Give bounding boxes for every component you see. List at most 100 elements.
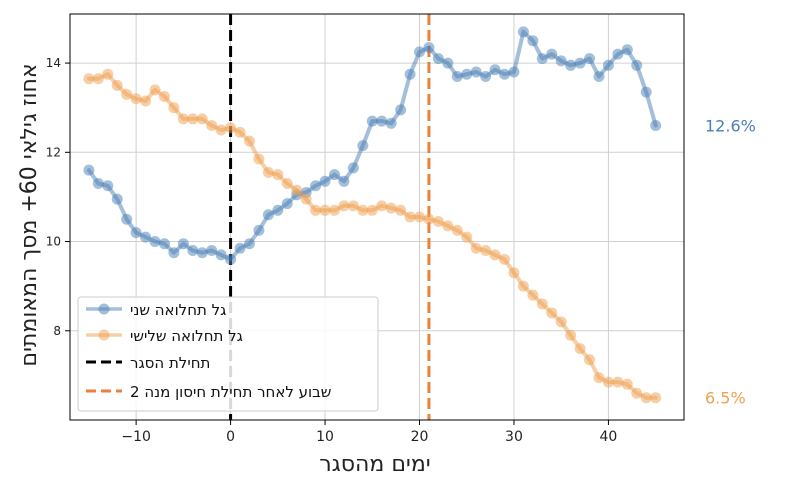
- series-point: [385, 202, 397, 214]
- series-point: [376, 115, 388, 127]
- end-labels: 12.6% 6.5%: [705, 117, 756, 408]
- series-point: [310, 180, 322, 192]
- series-lines: [83, 26, 662, 404]
- series-point: [215, 124, 227, 136]
- series-point: [357, 204, 369, 216]
- x-tick-label: −10: [121, 429, 151, 445]
- series-point: [480, 70, 492, 82]
- series-0: [83, 26, 662, 265]
- series-point: [527, 35, 539, 47]
- series-point: [546, 307, 558, 319]
- series-point: [272, 169, 284, 181]
- series-point: [140, 231, 152, 243]
- series-point: [83, 164, 95, 176]
- legend-entry-vaccine-week: שבוע לאחר תחילת חיסון מנה 2: [86, 383, 331, 401]
- x-tick-label: 20: [411, 429, 429, 445]
- end-label-0: 12.6%: [705, 117, 756, 136]
- series-point: [347, 162, 359, 174]
- series-point: [414, 46, 426, 58]
- series-point: [527, 289, 539, 301]
- series-point: [508, 66, 520, 78]
- legend: גל תחלואה שני גל תחלואה שלישי תחילת הסגר…: [77, 296, 379, 412]
- series-point: [366, 204, 378, 216]
- series-point: [432, 53, 444, 65]
- axis-ticks: −10 0 10 20 30 40 8 10 12 14: [46, 56, 618, 445]
- series-point: [253, 224, 265, 236]
- series-point: [338, 175, 350, 187]
- series-point: [158, 91, 170, 103]
- series-point: [631, 59, 643, 71]
- legend-label-third-wave: גל תחלואה שלישי: [130, 327, 243, 345]
- series-point: [102, 68, 114, 80]
- series-point: [574, 57, 586, 69]
- y-tick-label: 14: [46, 56, 61, 70]
- series-point: [640, 86, 652, 98]
- series-point: [423, 213, 435, 225]
- legend-entry-lockdown-start: תחילת הסגר: [86, 354, 210, 372]
- series-1: [83, 68, 662, 404]
- series-point: [366, 115, 378, 127]
- series-point: [489, 64, 501, 76]
- x-tick-label: 40: [600, 429, 618, 445]
- series-point: [319, 175, 331, 187]
- series-point: [130, 227, 142, 239]
- series-point: [489, 249, 501, 261]
- series-point: [602, 376, 614, 388]
- series-point: [574, 343, 586, 355]
- series-point: [555, 55, 567, 67]
- series-point: [602, 59, 614, 71]
- series-point: [508, 267, 520, 279]
- series-point: [650, 392, 662, 404]
- x-tick-label: 0: [226, 429, 235, 445]
- legend-marker-second-wave: [98, 303, 110, 315]
- series-point: [111, 193, 123, 205]
- series-point: [225, 122, 237, 134]
- series-point: [593, 372, 605, 384]
- series-point: [243, 238, 255, 250]
- series-point: [451, 224, 463, 236]
- series-point: [225, 253, 237, 265]
- series-point: [196, 113, 208, 125]
- series-point: [215, 249, 227, 261]
- series-point: [650, 120, 662, 132]
- series-point: [187, 113, 199, 125]
- series-point: [451, 70, 463, 82]
- series-point: [206, 244, 218, 256]
- series-point: [423, 41, 435, 53]
- x-axis-label: ימים מהסגר: [319, 452, 430, 477]
- legend-label-second-wave: גל תחלואה שני: [130, 301, 226, 319]
- series-point: [243, 135, 255, 147]
- series-point: [177, 238, 189, 250]
- series-point: [432, 215, 444, 227]
- series-point: [536, 298, 548, 310]
- series-point: [121, 213, 133, 225]
- series-point: [376, 200, 388, 212]
- series-point: [262, 209, 274, 221]
- series-point: [328, 204, 340, 216]
- legend-frame: [77, 296, 379, 412]
- series-point: [102, 180, 114, 192]
- series-point: [130, 93, 142, 105]
- legend-marker-third-wave: [98, 329, 110, 341]
- series-point: [206, 120, 218, 132]
- series-point: [621, 378, 633, 390]
- series-point: [461, 68, 473, 80]
- series-point: [612, 48, 624, 60]
- series-point: [584, 354, 596, 366]
- series-point: [310, 204, 322, 216]
- series-point: [470, 66, 482, 78]
- series-point: [177, 113, 189, 125]
- series-point: [593, 70, 605, 82]
- series-point: [584, 53, 596, 65]
- series-point: [253, 153, 265, 165]
- series-point: [565, 329, 577, 341]
- series-point: [499, 253, 511, 265]
- series-point: [187, 244, 199, 256]
- series-point: [499, 68, 511, 80]
- legend-entry-third-wave: גל תחלואה שלישי: [86, 327, 243, 345]
- series-point: [92, 178, 104, 190]
- series-point: [404, 68, 416, 80]
- series-point: [149, 236, 161, 248]
- series-point: [272, 204, 284, 216]
- series-point: [461, 231, 473, 243]
